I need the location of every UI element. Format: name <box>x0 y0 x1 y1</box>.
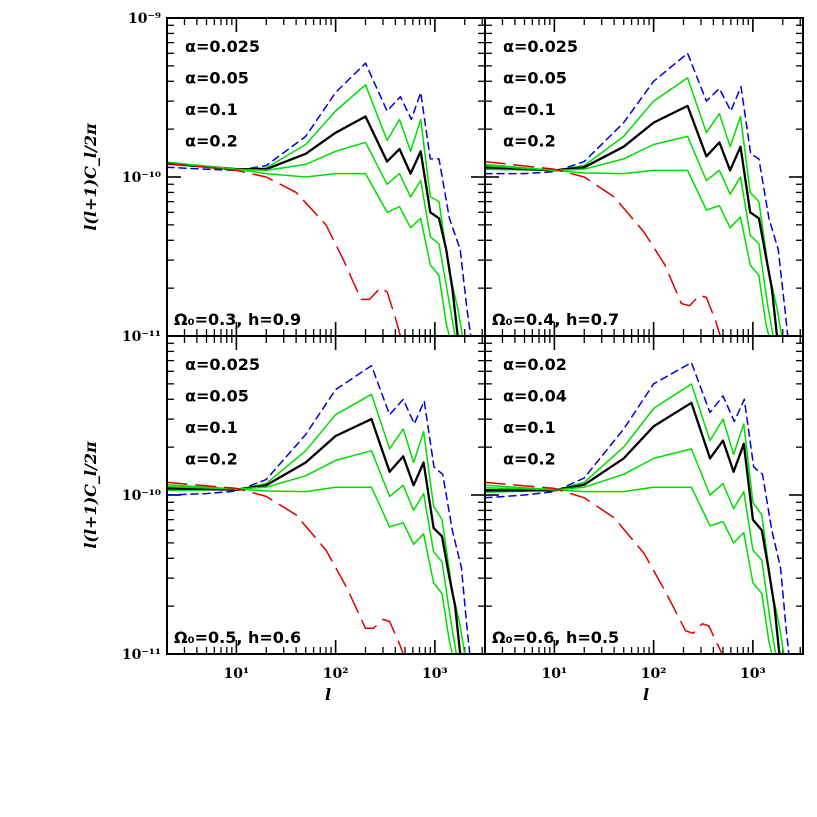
x-axis-label: l <box>325 685 331 704</box>
alpha-label: α=0.05 <box>503 69 567 88</box>
series-black-line <box>167 115 459 336</box>
series-upper-dashed-line <box>167 62 472 336</box>
panel-frame <box>484 17 804 337</box>
panel-2: α=0.025 α=0.05 α=0.1 α=0.2 Ω₀=0.4, h=0.7 <box>484 17 804 337</box>
panel-2-curves <box>485 52 789 336</box>
panel-4-ticks <box>484 335 803 655</box>
series-upper-dashed-line <box>485 361 790 654</box>
series-green-line <box>167 161 451 336</box>
series-black-line <box>485 104 779 336</box>
axis-labels-layer: 10¹ 10² 10³ l 10¹ 10² 10³ l 10⁻⁹ 10⁻¹⁰ 10⁻¹¹ l(l+1)… <box>81 11 766 704</box>
alpha-label: α=0.1 <box>503 418 556 437</box>
panel-4: α=0.02 α=0.04 α=0.1 α=0.2 Ω₀=0.6, h=0.5 <box>484 335 804 655</box>
series-green-line <box>167 393 466 654</box>
panel-3-ticks <box>166 335 485 655</box>
series-green-line <box>485 448 777 654</box>
series-red-dashed-line <box>485 481 723 654</box>
x-tick-label: 10² <box>641 666 667 682</box>
series-green-line <box>485 163 770 336</box>
x-axis-label: l <box>643 685 649 704</box>
panel-params-label: Ω₀=0.5, h=0.6 <box>174 628 301 647</box>
series-green-line <box>167 449 458 654</box>
x-tick-label: 10² <box>323 666 349 682</box>
series-black-line <box>485 401 781 654</box>
series-red-dashed-line <box>485 160 722 336</box>
series-green-line <box>485 135 774 336</box>
panel-params-label: Ω₀=0.6, h=0.5 <box>492 628 619 647</box>
series-upper-dashed-line <box>485 52 789 336</box>
series-red-dashed-line <box>167 481 404 654</box>
alpha-label: α=0.025 <box>503 37 578 56</box>
alpha-label: α=0.04 <box>503 387 567 406</box>
panel-1: α=0.025 α=0.05 α=0.1 α=0.2 Ω₀=0.3, h=0.9 <box>166 17 486 337</box>
series-green-line <box>167 141 456 336</box>
alpha-label: α=0.1 <box>185 418 238 437</box>
alpha-label: α=0.2 <box>503 450 556 469</box>
alpha-label: α=0.02 <box>503 355 567 374</box>
y-axis-label: l(l+1)C_l/2π <box>81 441 100 549</box>
alpha-label: α=0.1 <box>503 100 556 119</box>
series-green-line <box>167 84 464 336</box>
panel-3: α=0.025 α=0.05 α=0.1 α=0.2 Ω₀=0.5, h=0.6 <box>166 335 486 655</box>
alpha-label: α=0.2 <box>185 450 238 469</box>
y-tick-label: 10⁻¹¹ <box>122 329 161 345</box>
x-tick-label: 10¹ <box>224 666 250 682</box>
series-green-line <box>485 484 773 654</box>
alpha-label: α=0.2 <box>185 132 238 151</box>
panel-params-label: Ω₀=0.3, h=0.9 <box>174 310 301 329</box>
x-tick-label: 10³ <box>740 666 766 682</box>
alpha-label: α=0.2 <box>503 132 556 151</box>
panel-params-label: Ω₀=0.4, h=0.7 <box>492 310 619 329</box>
y-axis-label: l(l+1)C_l/2π <box>81 123 100 231</box>
x-tick-label: 10¹ <box>542 666 568 682</box>
series-black-line <box>167 417 462 654</box>
y-tick-label: 10⁻⁹ <box>128 11 161 27</box>
y-tick-label: 10⁻¹⁰ <box>122 170 161 186</box>
series-green-line <box>167 484 454 654</box>
x-tick-label: 10³ <box>422 666 448 682</box>
panel-3-curves <box>167 364 471 654</box>
panel-1-curves <box>167 62 472 336</box>
series-upper-dashed-line <box>167 364 471 654</box>
alpha-label: α=0.025 <box>185 355 260 374</box>
panel-1-ticks <box>166 17 485 337</box>
panel-frame <box>166 335 486 655</box>
y-tick-label: 10⁻¹⁰ <box>122 488 161 504</box>
series-red-dashed-line <box>167 162 402 336</box>
y-tick-label: 10⁻¹¹ <box>122 647 161 663</box>
panel-frame <box>166 17 486 337</box>
alpha-label: α=0.05 <box>185 69 249 88</box>
panel-2-ticks <box>484 17 803 337</box>
alpha-label: α=0.1 <box>185 100 238 119</box>
panel-4-curves <box>485 361 790 654</box>
alpha-label: α=0.05 <box>185 387 249 406</box>
alpha-label: α=0.025 <box>185 37 260 56</box>
panel-frame <box>484 335 804 655</box>
